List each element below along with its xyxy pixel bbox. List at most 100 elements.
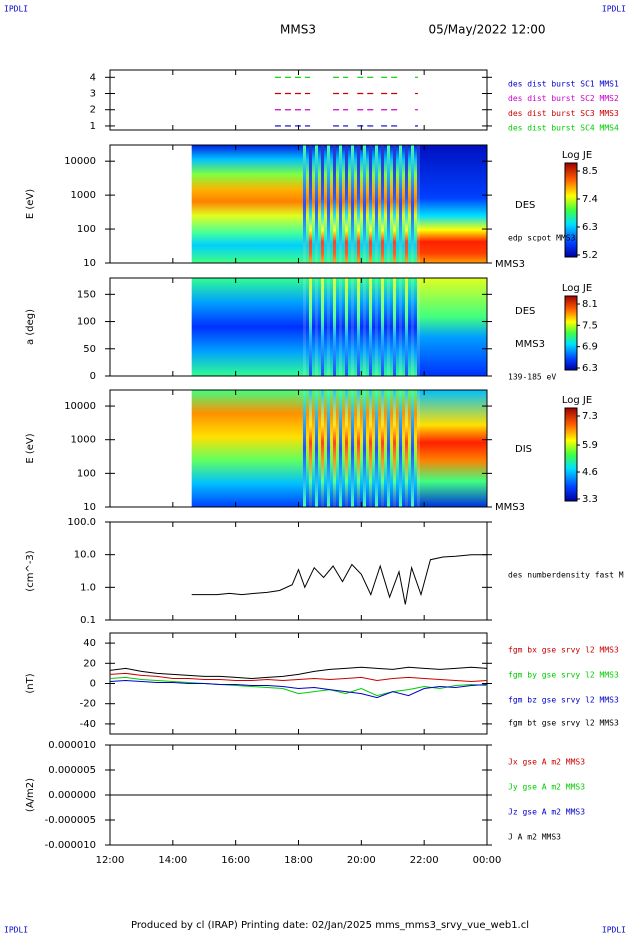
legend-entry: des dist burst SC4 MMS4 bbox=[508, 124, 619, 133]
spectrogram-stripe bbox=[330, 278, 333, 376]
logo: IPDLI bbox=[602, 926, 626, 934]
x-tick-label: 16:00 bbox=[221, 855, 250, 866]
spectrogram-stripe bbox=[300, 278, 303, 376]
spectrogram-stripe bbox=[336, 145, 339, 263]
spectrogram-stripe bbox=[381, 145, 384, 263]
legend-entry: des numberdensity fast M bbox=[508, 571, 624, 580]
spectrogram-stripe bbox=[399, 278, 402, 376]
spectrogram-stripe bbox=[309, 145, 312, 263]
spectrogram-stripe bbox=[384, 390, 387, 507]
colorbar-tick-label: 6.9 bbox=[582, 342, 598, 353]
colorbar-tick-label: 6.3 bbox=[582, 222, 598, 233]
y-tick-label: 40 bbox=[83, 638, 96, 649]
legend-entry: des dist burst SC3 MMS3 bbox=[508, 109, 619, 118]
spectrogram-stripe bbox=[303, 390, 306, 507]
spectrogram-stripe bbox=[312, 390, 315, 507]
spectrogram-stripe bbox=[342, 278, 345, 376]
spectrogram-stripe bbox=[369, 145, 372, 263]
y-tick-label: 0.1 bbox=[80, 615, 96, 626]
spectrogram-stripe bbox=[402, 278, 405, 376]
logo: IPDLI bbox=[4, 5, 28, 14]
spectrogram-stripe bbox=[321, 145, 324, 263]
colorbar-tick-label: 7.5 bbox=[582, 320, 598, 331]
panel-label: MMS3 bbox=[495, 259, 525, 270]
panel-label: MMS3 bbox=[495, 502, 525, 513]
y-tick-label: 2 bbox=[90, 105, 96, 116]
colorbar bbox=[564, 162, 578, 258]
spectrogram-stripe bbox=[306, 145, 309, 263]
spectrogram-region bbox=[300, 145, 420, 263]
colorbar-tick-label: 5.2 bbox=[582, 250, 598, 261]
colorbar-tick-label: 7.3 bbox=[582, 411, 598, 422]
panel-label: edp scpot MMS3 bbox=[508, 234, 576, 243]
spectrogram-stripe bbox=[333, 278, 336, 376]
panel-label: DES bbox=[515, 200, 535, 211]
spectrogram-stripe bbox=[414, 145, 417, 263]
y-tick-label: 50 bbox=[83, 344, 96, 355]
y-tick-label: 4 bbox=[90, 72, 96, 83]
panel-label: DES bbox=[515, 306, 535, 317]
spectrogram-stripe bbox=[396, 145, 399, 263]
spectrogram-stripe bbox=[348, 278, 351, 376]
spectrogram-stripe bbox=[372, 145, 375, 263]
spectrogram-stripe bbox=[339, 145, 342, 263]
spectrogram-stripe bbox=[396, 390, 399, 507]
spectrogram-stripe bbox=[393, 390, 396, 507]
colorbar-tick-label: 3.3 bbox=[582, 494, 598, 505]
legend-entry: Jy gse A m2 MMS3 bbox=[508, 783, 585, 792]
y-tick-label: -40 bbox=[80, 719, 96, 730]
spectrogram-stripe bbox=[354, 278, 357, 376]
y-axis-label: E (eV) bbox=[25, 433, 36, 463]
legend-entry: des dist burst SC2 MMS2 bbox=[508, 94, 619, 103]
spacecraft: MMS3 bbox=[280, 23, 316, 37]
spectrogram-stripe bbox=[366, 390, 369, 507]
spectrogram-stripe bbox=[309, 390, 312, 507]
legend-entry: J A m2 MMS3 bbox=[508, 833, 561, 842]
y-tick-label: 3 bbox=[90, 89, 96, 100]
spectrogram-stripe bbox=[414, 390, 417, 507]
x-tick-label: 14:00 bbox=[158, 855, 187, 866]
spectrogram-stripe bbox=[411, 278, 414, 376]
spectrogram-stripe bbox=[303, 145, 306, 263]
spectrogram-stripe bbox=[336, 390, 339, 507]
spectrogram-stripe bbox=[381, 390, 384, 507]
spectrogram-stripe bbox=[390, 145, 393, 263]
spectrogram-stripe bbox=[354, 145, 357, 263]
spectrogram-stripe bbox=[384, 145, 387, 263]
spectrogram-stripe bbox=[351, 278, 354, 376]
spectrogram-region bbox=[420, 145, 487, 263]
data-line bbox=[191, 554, 487, 605]
y-tick-label: 1000 bbox=[71, 190, 96, 201]
panel-frame bbox=[109, 632, 488, 735]
data-line bbox=[109, 672, 488, 683]
spectrogram-stripe bbox=[372, 278, 375, 376]
colorbar bbox=[564, 295, 578, 371]
spectrogram-stripe bbox=[345, 145, 348, 263]
spectrogram-stripe bbox=[375, 278, 378, 376]
spectrogram-stripe bbox=[330, 145, 333, 263]
spectrogram-stripe bbox=[348, 145, 351, 263]
spectrogram-stripe bbox=[333, 145, 336, 263]
spectrogram-stripe bbox=[381, 278, 384, 376]
y-tick-label: 10000 bbox=[64, 156, 96, 167]
spectrogram-stripe bbox=[312, 145, 315, 263]
spectrogram-stripe bbox=[396, 278, 399, 376]
spectrogram-stripe bbox=[330, 390, 333, 507]
spectrogram-stripe bbox=[351, 145, 354, 263]
spectrogram-stripe bbox=[384, 278, 387, 376]
colorbar-tick-label: 8.1 bbox=[582, 299, 598, 310]
spectrogram-stripe bbox=[393, 145, 396, 263]
y-tick-label: 1000 bbox=[71, 435, 96, 446]
spectrogram-stripe bbox=[402, 390, 405, 507]
spectrogram-stripe bbox=[342, 145, 345, 263]
spectrogram-stripe bbox=[393, 278, 396, 376]
x-tick-label: 22:00 bbox=[410, 855, 439, 866]
spectrogram-stripe bbox=[300, 145, 303, 263]
colorbar-title: Log JE bbox=[562, 283, 592, 294]
spectrogram-stripe bbox=[306, 278, 309, 376]
legend-entry: fgm bz gse srvy l2 MMS3 bbox=[508, 696, 619, 705]
data-line bbox=[109, 679, 488, 699]
y-tick-label: 0.000010 bbox=[48, 740, 96, 751]
spectrogram-stripe bbox=[315, 390, 318, 507]
